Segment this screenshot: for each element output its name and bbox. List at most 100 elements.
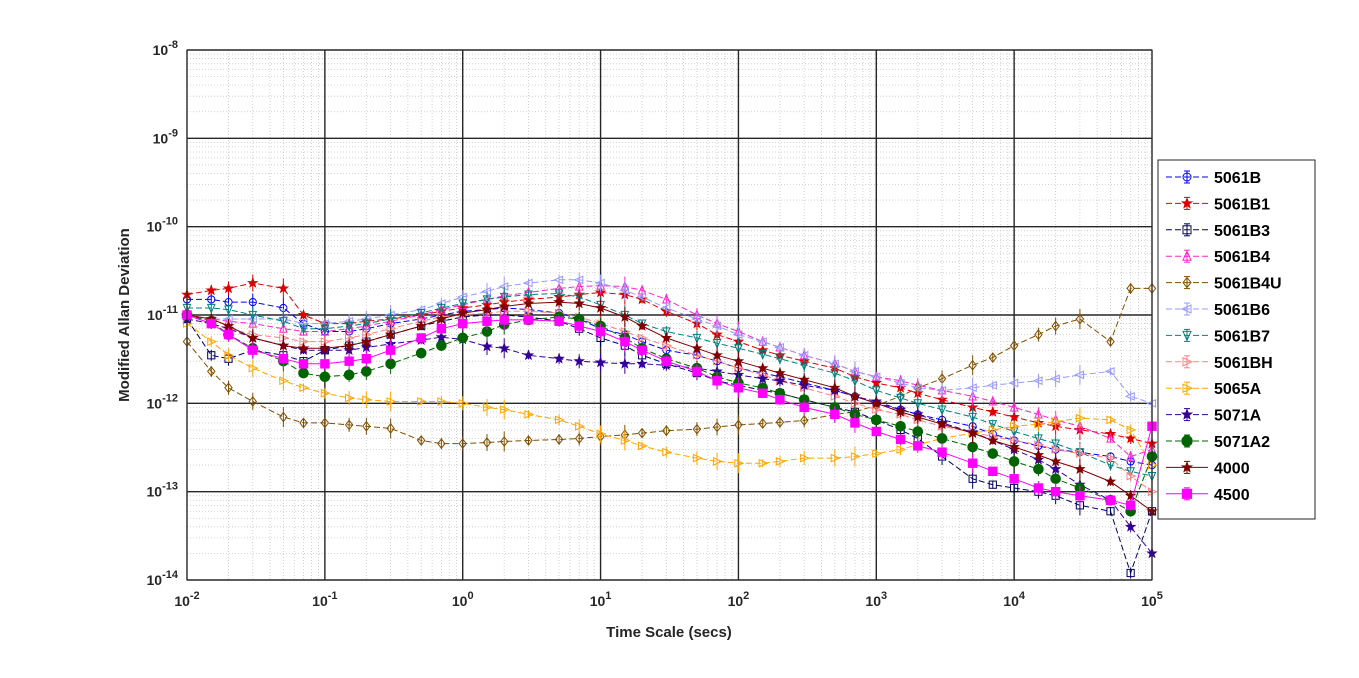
point-5061b4u: [320, 417, 330, 429]
point-5071a: [481, 340, 493, 352]
legend-item-5061b6: 5061B6: [1166, 302, 1270, 319]
point-4000: [732, 355, 745, 367]
point-5071a2: [415, 347, 427, 359]
legend-marker-5061b7: [1182, 330, 1192, 342]
point-5061b6: [1104, 367, 1115, 376]
x-tick-exponent: 0: [467, 590, 473, 602]
point-5061b6: [360, 314, 371, 324]
point-4000: [619, 310, 631, 322]
point-5061bh: [662, 341, 673, 350]
legend-marker-5071a2: [1181, 435, 1193, 447]
point-5061bh: [1075, 449, 1086, 458]
point-5061b4u: [1009, 340, 1019, 352]
legend-item-5061bh: 5061BH: [1166, 355, 1273, 372]
point-5061b6: [1074, 370, 1085, 380]
point-5061b6: [711, 321, 722, 331]
point-5061b7: [1051, 439, 1061, 450]
legend-item-5071a2: 5071A2: [1166, 434, 1270, 451]
point-5061b4u: [775, 416, 785, 428]
point-5061b4u: [712, 421, 722, 433]
y-tick-label: 10-10: [147, 216, 178, 235]
point-4500: [458, 318, 468, 329]
legend-item-5061b: 5061B: [1166, 170, 1261, 187]
point-5065a: [345, 393, 355, 403]
point-4000: [636, 320, 648, 331]
point-4000: [1032, 448, 1045, 460]
point-5071a: [522, 349, 535, 361]
point-5061b6: [911, 383, 922, 393]
legend-marker-5061b6: [1180, 304, 1192, 314]
point-5071a2: [987, 448, 999, 459]
point-5061b4u: [692, 423, 702, 435]
x-tick-base: 10: [174, 593, 190, 609]
point-4500: [416, 333, 426, 343]
point-5071a2: [936, 433, 948, 444]
point-5065a: [1010, 421, 1020, 431]
point-5071a2: [436, 340, 447, 351]
point-5061b4: [1126, 450, 1136, 461]
series-4500: [182, 309, 1157, 511]
point-5061b3: [1126, 568, 1135, 578]
x-tick-exponent: 2: [743, 590, 749, 602]
point-4000: [1049, 455, 1062, 467]
x-tick-base: 10: [590, 593, 606, 609]
point-4500: [1105, 495, 1116, 505]
y-tick-base: 10: [153, 42, 169, 58]
legend-item-5061b3: 5061B3: [1166, 223, 1270, 240]
legend-label-4500: 4500: [1214, 487, 1250, 504]
point-5065a: [872, 449, 883, 458]
legend: 5061B 5061B1 5061B3 5061B4 5061B4U 5061B6 5061…: [1157, 159, 1316, 520]
point-5065a: [734, 458, 745, 468]
point-4000: [481, 303, 493, 315]
point-5061b6: [594, 278, 605, 288]
legend-label-4000: 4000: [1214, 460, 1250, 477]
point-4500: [523, 315, 534, 325]
point-5061b6: [636, 292, 647, 302]
point-4000: [297, 342, 310, 354]
point-5065a: [662, 447, 673, 457]
point-5071a2: [895, 420, 906, 432]
point-5061b7: [988, 420, 998, 431]
point-5061b4u: [499, 436, 509, 447]
point-5061b7: [937, 405, 947, 416]
point-4000: [1008, 441, 1020, 452]
point-5065a: [248, 363, 259, 373]
legend-item-5065a: 5065A: [1166, 381, 1262, 398]
point-4500: [799, 402, 809, 413]
point-4000: [456, 307, 469, 319]
legend-label-5061b4: 5061B4: [1214, 249, 1270, 266]
point-5061b6: [1049, 374, 1060, 384]
point-5065a: [320, 388, 331, 398]
point-5065a: [758, 458, 769, 468]
point-5071a: [756, 372, 769, 384]
point-5061b4u: [458, 438, 467, 450]
legend-label-5061b7: 5061B7: [1214, 328, 1270, 345]
point-5061b7: [344, 321, 354, 332]
point-5061b7: [692, 333, 702, 344]
point-4500: [1050, 486, 1061, 497]
point-5061b7: [299, 324, 308, 335]
point-5071a: [553, 352, 565, 364]
point-5071a2: [298, 367, 309, 379]
point-4500: [320, 359, 330, 369]
legend-item-5071a: 5071A: [1166, 408, 1262, 425]
point-5071a2: [385, 358, 396, 370]
legend-label-5061b1: 5061B1: [1214, 196, 1270, 213]
y-tick-label: 10-14: [147, 569, 179, 588]
point-5061b4u: [482, 437, 492, 448]
point-4000: [343, 339, 355, 351]
point-4500: [871, 426, 881, 437]
point-5061b4: [968, 390, 978, 401]
legend-label-5071a: 5071A: [1214, 408, 1262, 425]
point-4500: [620, 336, 630, 347]
point-5061b6: [774, 343, 785, 352]
x-tick-exponent: 4: [1019, 590, 1026, 602]
point-5061b7: [416, 309, 426, 319]
x-tick-exponent: -2: [190, 590, 200, 602]
x-axis-ticks: 10-2 10-1 100 101 102 103 104 105: [174, 590, 1163, 609]
point-5061b7: [206, 303, 216, 314]
point-4500: [361, 354, 372, 364]
point-5065a: [830, 453, 841, 463]
point-4000: [987, 434, 999, 446]
